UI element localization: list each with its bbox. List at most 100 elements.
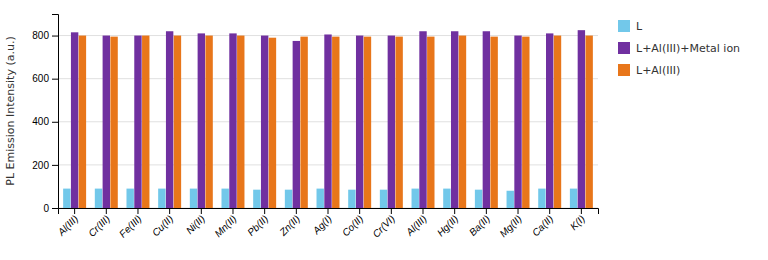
tick-label: Hg(II): [435, 213, 460, 238]
tick: Mg(II): [497, 208, 523, 239]
tick: Fe(III): [117, 208, 144, 240]
bar: [554, 36, 561, 208]
bar: [110, 37, 117, 208]
tick: Hg(II): [435, 208, 460, 238]
bar: [166, 31, 173, 208]
legend-item: L: [618, 20, 643, 33]
legend: L L+Al(III)+Metal ion L+Al(III): [618, 20, 740, 77]
tick: Ba(II): [467, 208, 492, 238]
legend-label: L+Al(III): [636, 64, 680, 77]
bar: [205, 36, 212, 208]
bar: [317, 189, 324, 208]
legend-swatch: [618, 64, 630, 76]
tick-mark: [52, 79, 58, 80]
tick: Ag(I): [310, 208, 334, 237]
tick-label: Pb(II): [245, 213, 270, 238]
tick-label: Ba(II): [467, 213, 492, 238]
tick-mark: [264, 208, 265, 214]
tick-mark: [454, 208, 455, 214]
tick-mark: [52, 36, 58, 37]
bar: [538, 189, 545, 208]
tick-label: Zn(II): [277, 213, 302, 238]
tick-mark: [137, 208, 138, 214]
tick: Mn(II): [212, 208, 238, 239]
tick-label: Ni(II): [184, 213, 207, 236]
tick-label: Ca(II): [530, 213, 555, 238]
bar: [237, 36, 244, 208]
tick-mark: [169, 208, 170, 214]
tick-mark: [391, 208, 392, 214]
tick-label: 0: [43, 203, 49, 214]
y-axis-title: PL Emission Intensity (a.u.): [4, 36, 17, 185]
tick-mark: [232, 208, 233, 214]
tick-mark: [549, 208, 550, 214]
bar: [198, 33, 205, 208]
tick-mark: [486, 208, 487, 214]
bar: [126, 189, 133, 208]
x-axis: Al(III)Cr(III)Fe(III)Cu(II) Ni(II)Mn(II) P…: [55, 208, 599, 240]
legend-label: L+Al(III)+Metal ion: [636, 42, 740, 55]
bar: [142, 36, 149, 208]
bar: [459, 36, 466, 208]
bar: [395, 37, 402, 208]
axis-line: [52, 15, 59, 209]
axis-line: [59, 209, 599, 215]
bar: [332, 37, 339, 208]
series: [71, 30, 585, 208]
tick: K(I): [568, 208, 587, 232]
bar: [71, 32, 78, 208]
bar: [158, 189, 165, 208]
tick-label: Cr(VI): [370, 213, 397, 240]
tick: Pb(II): [245, 208, 270, 238]
bar: [285, 190, 292, 208]
bar: [348, 190, 355, 208]
tick: Cr(III): [86, 208, 112, 239]
tick-label: Ag(I): [310, 213, 334, 237]
bar: [174, 36, 181, 208]
bar: [103, 36, 110, 208]
tick-mark: [52, 122, 58, 123]
tick-mark: [328, 208, 329, 214]
tick-label: 600: [32, 73, 49, 84]
tick-mark: [106, 208, 107, 214]
tick-label: Cu(II): [150, 213, 175, 238]
legend-item: L+Al(III)+Metal ion: [618, 42, 740, 55]
bar: [300, 37, 307, 208]
bar: [570, 189, 577, 208]
tick: 0: [43, 203, 58, 214]
bar: [578, 30, 585, 208]
legend-label: L: [636, 20, 643, 33]
bar: [356, 36, 363, 208]
bar: [546, 33, 553, 208]
bar: [443, 189, 450, 208]
bar: [293, 41, 300, 208]
bar: [514, 36, 521, 208]
tick-mark: [201, 208, 202, 214]
bar: [79, 36, 86, 208]
bar: [380, 190, 387, 208]
tick-label: K(I): [568, 213, 587, 232]
tick-label: 800: [32, 30, 49, 41]
tick: 400: [32, 116, 58, 127]
tick-mark: [359, 208, 360, 214]
bar: [475, 190, 482, 208]
bar: [419, 31, 426, 208]
bar: [483, 31, 490, 208]
tick-mark: [74, 208, 75, 214]
tick-label: 400: [32, 116, 49, 127]
tick: Al(III): [55, 208, 80, 238]
tick-label: Mn(II): [212, 213, 238, 239]
bar: [412, 189, 419, 208]
bar: [364, 37, 371, 208]
bar: [229, 33, 236, 208]
tick-label: Co(II): [340, 213, 365, 238]
tick: Cu(II): [150, 208, 175, 238]
plot: 0 200 400 600 800 Al(III)Cr(III)Fe(III)Cu(II)…: [4, 15, 599, 240]
y-axis: 0 200 400 600 800: [32, 15, 58, 214]
tick: 800: [32, 30, 58, 41]
tick-mark: [296, 208, 297, 214]
bar: [221, 189, 228, 208]
tick-label: 200: [32, 160, 49, 171]
bar: [324, 34, 331, 208]
tick-mark: [423, 208, 424, 214]
